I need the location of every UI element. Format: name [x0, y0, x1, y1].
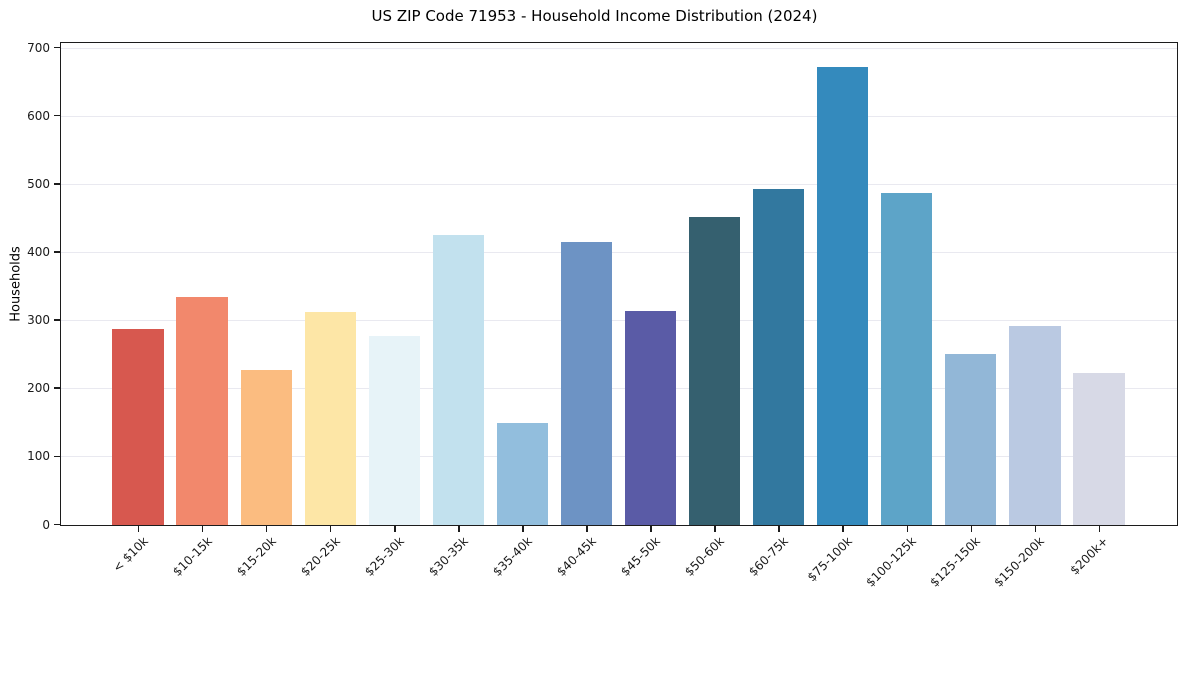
gridline: [61, 183, 1177, 185]
gridline: [61, 251, 1177, 253]
bar-35-40k: [496, 422, 549, 525]
y-tick-label: 100: [27, 449, 50, 464]
gridline: [61, 47, 1177, 49]
x-tick-mark: [329, 526, 332, 532]
x-tick-mark: [778, 526, 780, 532]
bar-60-75k: [753, 189, 805, 525]
y-tick-label: 200: [27, 381, 50, 396]
gridline: [61, 456, 1177, 458]
x-tick-mark: [394, 526, 396, 532]
bar-200k: [1073, 373, 1125, 525]
x-tick-mark: [522, 526, 524, 532]
bar-150-200k: [1009, 326, 1061, 525]
x-tick-mark: [137, 526, 140, 532]
bar-45-50k: [624, 311, 677, 525]
x-tick-label: $200k+: [1067, 534, 1112, 578]
y-tick-mark: [54, 114, 60, 117]
bar-50-60k: [688, 217, 741, 525]
y-tick-mark: [54, 183, 60, 185]
y-tick-label: 400: [27, 244, 50, 259]
x-tick-mark: [650, 526, 652, 532]
gridline: [61, 320, 1177, 322]
y-tick-label: 700: [27, 40, 50, 55]
bar-20-25k: [304, 312, 356, 525]
y-tick-label: 300: [27, 313, 50, 328]
y-tick-label: 500: [27, 176, 50, 191]
bar-10k: [112, 328, 164, 525]
x-tick-mark: [842, 526, 844, 532]
x-tick-mark: [1098, 526, 1101, 532]
y-tick-label: 0: [42, 517, 50, 532]
x-tick-mark: [1034, 526, 1037, 532]
chart-title: US ZIP Code 71953 - Household Income Dis…: [371, 7, 818, 25]
y-tick-mark: [54, 523, 60, 526]
bar-25-30k: [368, 336, 420, 525]
x-tick-mark: [906, 526, 909, 532]
bar-125-150k: [945, 354, 997, 525]
y-tick-mark: [54, 46, 60, 49]
x-tick-mark: [586, 526, 588, 532]
bar-15-20k: [240, 370, 292, 525]
x-tick-mark: [265, 526, 268, 532]
bar-chart-figure: US ZIP Code 71953 - Household Income Dis…: [8, 7, 1178, 590]
x-tick-mark: [714, 526, 716, 532]
x-tick-mark: [458, 526, 460, 532]
y-tick-mark: [54, 251, 60, 253]
y-tick-mark: [54, 455, 60, 458]
gridline: [61, 388, 1177, 390]
x-tick-mark: [970, 526, 973, 532]
bar-75-100k: [817, 67, 869, 525]
bar-30-35k: [432, 235, 484, 525]
plot-area: [60, 42, 1178, 526]
bar-10-15k: [176, 296, 228, 525]
bar-100-125k: [881, 193, 933, 525]
y-tick-label: 600: [27, 108, 50, 123]
y-tick-mark: [54, 387, 60, 389]
y-tick-mark: [54, 319, 60, 321]
bar-40-45k: [560, 242, 613, 525]
gridline: [61, 115, 1177, 117]
x-tick-mark: [201, 526, 204, 532]
